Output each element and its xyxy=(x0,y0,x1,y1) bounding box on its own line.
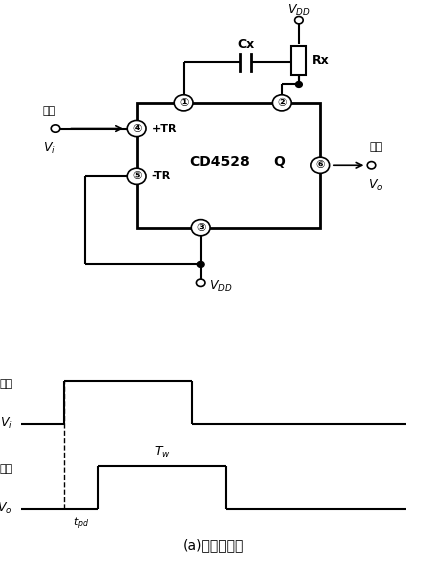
Text: $V_{DD}$: $V_{DD}$ xyxy=(209,279,232,294)
Text: $V_i$: $V_i$ xyxy=(0,416,13,431)
Text: ③: ③ xyxy=(196,223,205,233)
Text: $V_i$: $V_i$ xyxy=(43,141,55,157)
Circle shape xyxy=(310,157,329,173)
Circle shape xyxy=(294,16,302,24)
Text: -TR: -TR xyxy=(151,171,170,181)
FancyBboxPatch shape xyxy=(291,46,306,75)
Text: 输入: 输入 xyxy=(42,106,56,116)
Text: 输入: 输入 xyxy=(0,379,13,389)
Circle shape xyxy=(295,81,302,88)
Circle shape xyxy=(272,95,291,111)
Text: ⑥: ⑥ xyxy=(315,160,324,170)
Circle shape xyxy=(191,220,210,236)
Text: $V_o$: $V_o$ xyxy=(367,178,383,193)
Text: ①: ① xyxy=(178,98,188,108)
Text: CD4528: CD4528 xyxy=(189,155,250,168)
Text: Rx: Rx xyxy=(311,54,329,67)
Circle shape xyxy=(197,262,204,267)
Circle shape xyxy=(366,162,375,169)
Text: $T_w$: $T_w$ xyxy=(153,445,170,460)
Text: $t_{pd}$: $t_{pd}$ xyxy=(73,515,89,532)
Text: $V_o$: $V_o$ xyxy=(0,501,13,516)
Text: ④: ④ xyxy=(132,124,141,133)
Circle shape xyxy=(51,125,60,132)
Text: $V_{DD}$: $V_{DD}$ xyxy=(286,3,310,18)
Text: (a)上升沿触发: (a)上升沿触发 xyxy=(182,538,244,552)
Text: Q: Q xyxy=(273,155,285,168)
Circle shape xyxy=(196,279,204,286)
Text: ②: ② xyxy=(276,98,286,108)
Text: Cx: Cx xyxy=(236,38,253,51)
Text: 输出: 输出 xyxy=(0,464,13,474)
Circle shape xyxy=(127,168,146,184)
Text: +TR: +TR xyxy=(151,124,177,133)
Circle shape xyxy=(174,95,193,111)
Text: 输出: 输出 xyxy=(368,142,382,153)
FancyBboxPatch shape xyxy=(136,103,320,228)
Text: ⑤: ⑤ xyxy=(132,171,141,181)
Circle shape xyxy=(127,120,146,137)
